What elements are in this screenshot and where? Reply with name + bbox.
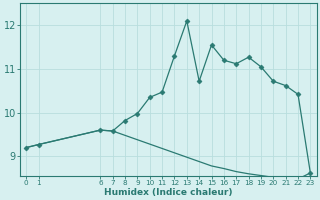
X-axis label: Humidex (Indice chaleur): Humidex (Indice chaleur): [104, 188, 233, 197]
